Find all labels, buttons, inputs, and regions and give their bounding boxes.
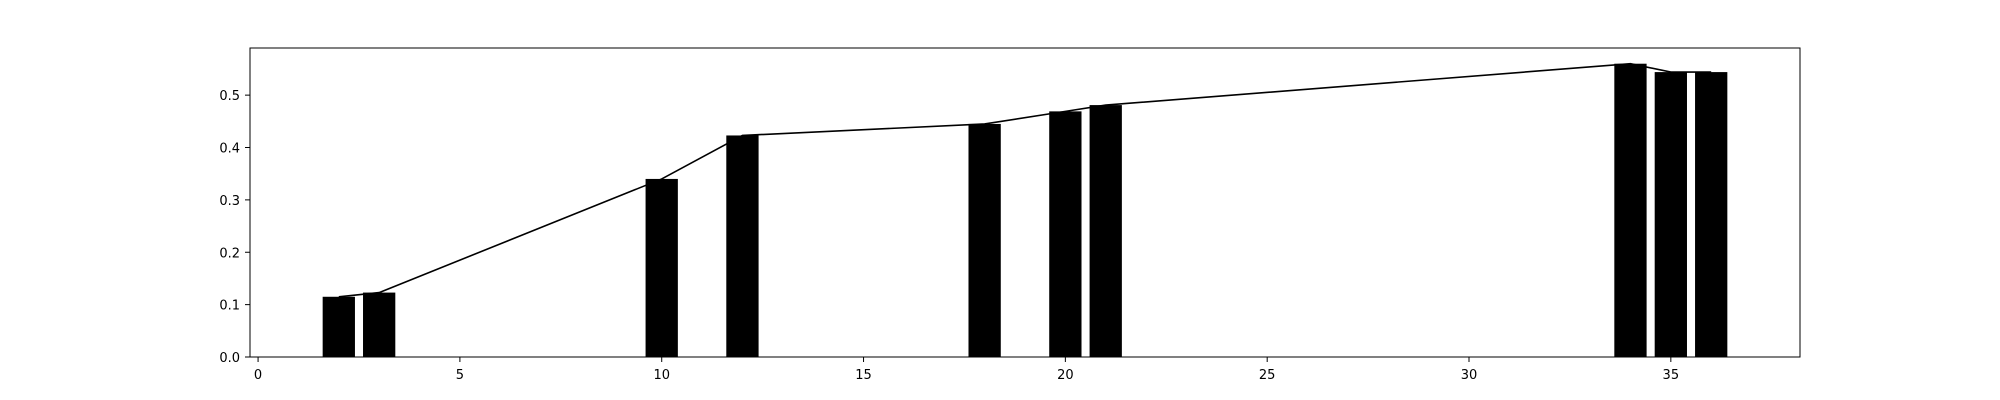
y-tick-label: 0.1: [219, 299, 240, 314]
x-tick-label: 20: [1057, 368, 1074, 383]
bar: [363, 292, 396, 357]
bar: [726, 135, 759, 357]
x-tick-label: 15: [855, 368, 872, 383]
bar: [1695, 72, 1728, 357]
bar: [968, 123, 1001, 357]
x-tick-label: 10: [653, 368, 670, 383]
line-layer: [338, 62, 1712, 298]
x-tick-label: 5: [456, 368, 464, 383]
bar: [1614, 63, 1647, 358]
series-line: [338, 62, 1712, 298]
bar: [1654, 72, 1687, 357]
x-tick-label: 30: [1461, 368, 1478, 383]
y-tick-label: 0.2: [219, 246, 240, 261]
bar-group: [322, 63, 1728, 358]
y-tick-label: 0.3: [219, 194, 240, 209]
bar: [322, 296, 355, 357]
bar: [1049, 111, 1082, 358]
plot-frame: [249, 47, 1801, 358]
y-tick-label: 0.5: [219, 89, 240, 104]
bar: [1089, 105, 1122, 357]
bar: [645, 178, 678, 357]
y-axis: 0.0 0.1 0.2 0.3 0.4 0.5: [219, 89, 250, 366]
x-axis: 0 5 10 15 20 25 30 35: [254, 357, 1679, 383]
y-tick-label: 0.0: [219, 351, 240, 366]
x-tick-label: 25: [1259, 368, 1276, 383]
x-tick-label: 35: [1663, 368, 1680, 383]
x-tick-label: 0: [254, 368, 262, 383]
y-tick-label: 0.4: [219, 142, 240, 157]
